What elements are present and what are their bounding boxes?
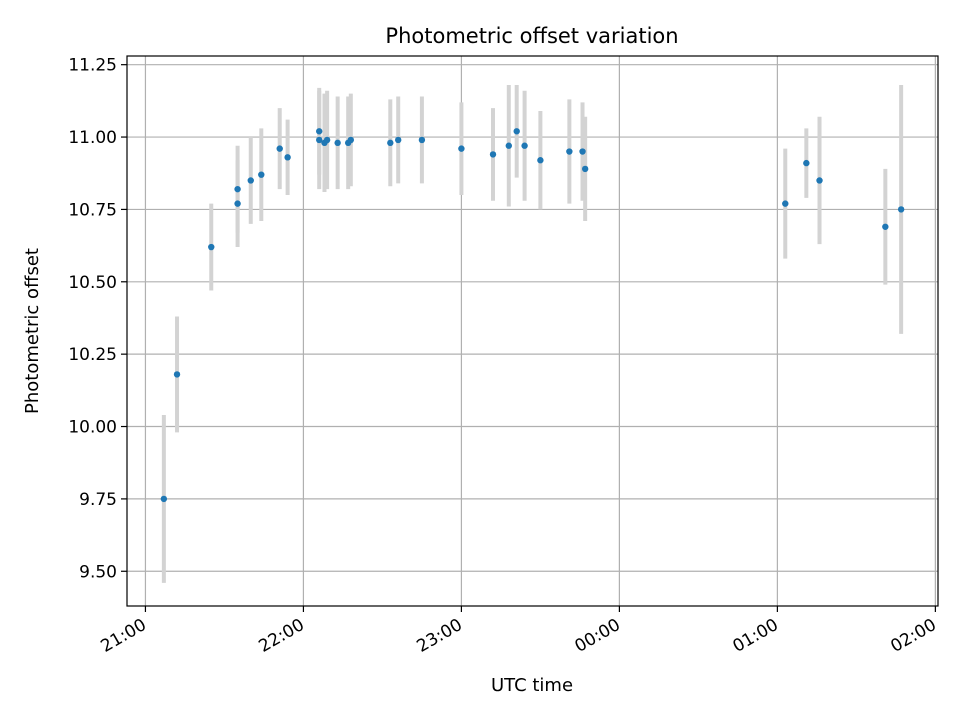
data-point xyxy=(537,157,544,164)
data-point xyxy=(173,371,181,378)
data-point xyxy=(208,243,215,251)
y-axis-label: Photometric offset xyxy=(22,248,43,414)
data-point xyxy=(803,159,810,167)
y-tick-label: 11.00 xyxy=(68,128,117,148)
data-point xyxy=(387,139,394,147)
data-point xyxy=(882,223,889,230)
data-point xyxy=(234,185,241,193)
data-point xyxy=(247,177,254,184)
data-point xyxy=(579,148,586,155)
data-point xyxy=(581,165,589,173)
data-point xyxy=(395,136,402,144)
data-points xyxy=(160,128,905,503)
plot-frame xyxy=(126,55,939,607)
y-tick-label: 11.25 xyxy=(68,56,117,76)
data-point xyxy=(521,142,528,149)
data-point xyxy=(816,177,823,184)
data-point xyxy=(458,145,465,152)
data-point xyxy=(897,206,905,213)
data-point xyxy=(347,136,355,144)
data-point xyxy=(418,136,426,144)
data-point xyxy=(160,495,168,503)
x-axis-label: UTC time xyxy=(491,675,573,696)
y-tick-label: 10.25 xyxy=(68,345,117,365)
data-point xyxy=(566,148,573,155)
data-point xyxy=(234,200,241,207)
data-point xyxy=(258,171,265,178)
data-point xyxy=(513,128,520,135)
y-tick-label: 10.00 xyxy=(68,418,117,438)
data-point xyxy=(505,142,513,149)
y-axis-ticks: 9.50 9.75 10.00 10.25 10.50 10.75 11.00 11.25 xyxy=(68,56,127,582)
y-tick-label: 9.75 xyxy=(79,490,117,510)
data-point xyxy=(316,136,323,144)
data-point xyxy=(276,145,283,152)
y-tick-label: 9.50 xyxy=(79,562,117,582)
data-point xyxy=(334,139,341,147)
data-point xyxy=(316,128,323,135)
y-tick-label: 10.75 xyxy=(68,200,117,220)
y-tick-label: 10.50 xyxy=(68,273,117,293)
data-point xyxy=(323,136,331,144)
data-point xyxy=(489,151,497,158)
data-point xyxy=(782,200,789,207)
data-point xyxy=(284,154,291,161)
chart-title: Photometric offset variation xyxy=(385,24,678,48)
